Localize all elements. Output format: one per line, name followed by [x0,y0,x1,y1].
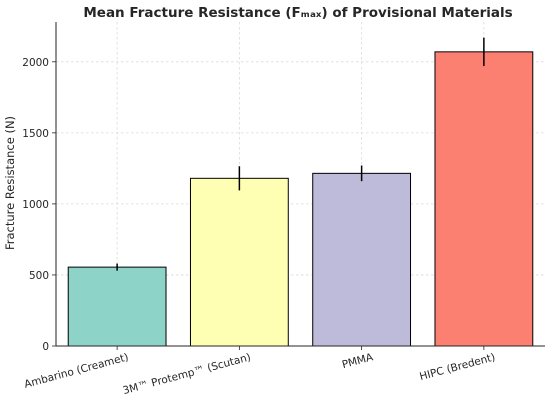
y-tick-label: 1500 [22,128,49,140]
bars [67,37,534,347]
x-tick-label: 3M™ Protemp™ (Scutan) [121,351,252,397]
bar [67,266,167,347]
x-tick-label: HIPC (Bredent) [418,351,496,383]
y-axis-label: Fracture Resistance (N) [3,116,17,250]
x-tick-label: PMMA [341,351,375,371]
y-tick-label: 2000 [22,57,49,69]
y-tick-label: 1000 [22,199,49,211]
axes [52,22,545,350]
bar [312,172,412,347]
y-tick-label: 0 [42,341,49,353]
x-tick-label: Ambarino (Creamet) [23,351,130,390]
y-tick-label: 500 [29,270,49,282]
chart-title: Mean Fracture Resistance (Fₘₐₓ) of Provi… [83,5,512,21]
bar [434,51,534,347]
bar [189,177,289,347]
